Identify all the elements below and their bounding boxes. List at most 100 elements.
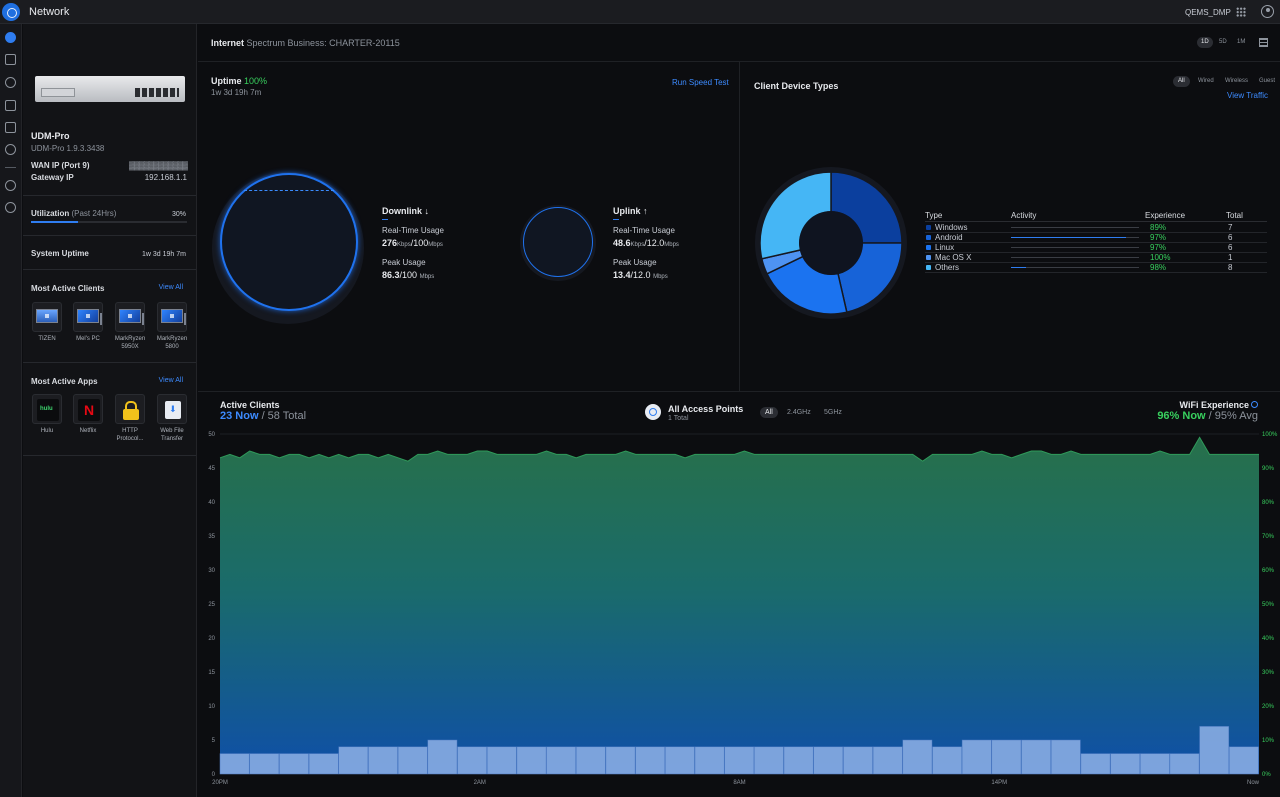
netflix-icon [78,399,100,421]
app-tile-http-protocol[interactable] [115,394,145,424]
active-clients-bar[interactable] [1229,746,1259,775]
filter-guest[interactable]: Guest [1259,78,1276,84]
active-clients-bar[interactable] [279,753,309,775]
y-tick-right: 70% [1262,534,1275,540]
active-clients-bar[interactable] [368,746,398,775]
active-clients-bar[interactable] [991,739,1022,775]
active-clients-bar[interactable] [902,739,933,775]
app-title: Network [29,6,70,18]
statistics-icon[interactable] [5,100,16,111]
app-tile-netflix[interactable] [73,394,103,424]
apps-view-all-link[interactable]: View All [158,377,183,384]
range-1d[interactable]: 1D [1197,37,1213,48]
info-icon[interactable] [1251,401,1258,408]
y-tick-right: 50% [1262,602,1275,608]
active-clients-bar[interactable] [843,746,873,775]
hulu-icon [37,399,59,421]
active-clients-bar[interactable] [546,746,576,775]
active-clients-bar[interactable] [665,746,695,775]
clients-view-all-link[interactable]: View All [158,284,183,291]
insights-icon[interactable] [5,122,16,133]
rail-divider [5,167,16,168]
active-clients-bar[interactable] [754,746,784,775]
uplink-peak-value: 13.4/12.0 Mbps [613,270,668,280]
active-clients-bar[interactable] [308,753,339,775]
activity-bar [1011,257,1139,258]
range-5d[interactable]: 5D [1219,39,1227,45]
active-clients-bar[interactable] [724,746,755,775]
active-clients-bar[interactable] [1169,753,1200,775]
active-clients-bar[interactable] [961,739,992,775]
active-clients-bar[interactable] [813,746,844,775]
app-label: Hulu [40,428,54,434]
active-clients-bar[interactable] [635,746,666,775]
filter-wired[interactable]: Wired [1198,78,1214,84]
app-tile-web-file-transfer[interactable] [157,394,187,424]
activity-bar [1011,267,1139,268]
y-tick-right: 80% [1262,500,1275,506]
user-name[interactable]: QEMS_DMP [1185,8,1231,17]
access-points-selector[interactable]: All Access Points [668,404,744,414]
active-clients-bar[interactable] [486,746,517,775]
run-speed-test-link[interactable]: Run Speed Test [672,78,729,87]
view-traffic-link[interactable]: View Traffic [1227,91,1269,100]
system-uptime-label: System Uptime [31,249,89,258]
active-clients-bar[interactable] [932,746,962,775]
notifications-icon[interactable] [5,180,16,191]
client-tile-markryzen-5950x[interactable] [115,302,145,332]
active-clients-bar[interactable] [694,746,725,775]
y-tick-left: 15 [208,670,215,676]
active-clients-bar[interactable] [397,746,428,775]
active-clients-bar[interactable] [249,753,280,775]
active-clients-bar[interactable] [1140,753,1170,775]
client-tile-tizen[interactable] [32,302,62,332]
active-clients-bar[interactable] [575,746,606,775]
band-all[interactable]: All [760,407,778,418]
active-clients-bar[interactable] [1080,753,1111,775]
active-clients-bar[interactable] [219,753,250,775]
y-tick-left: 10 [208,704,215,710]
filter-wireless[interactable]: Wireless [1225,78,1249,84]
client-tile-markryzen-5800[interactable] [157,302,187,332]
client-type-row-linux[interactable]: Linux 97% 6 [925,243,1267,253]
settings-icon[interactable] [5,202,16,213]
active-clients-bar[interactable] [457,746,487,775]
client-tile-mels-pc[interactable] [73,302,103,332]
active-clients-bar[interactable] [1110,753,1141,775]
band-5ghz[interactable]: 5GHz [824,409,842,416]
active-clients-bar[interactable] [427,739,458,775]
active-clients-bar[interactable] [605,746,636,775]
topology-icon[interactable] [5,54,16,65]
divider [23,195,196,196]
clients-icon[interactable] [5,77,16,88]
app-tile-hulu[interactable] [32,394,62,424]
active-clients-bar[interactable] [872,746,903,775]
security-icon[interactable] [5,144,16,155]
range-1m[interactable]: 1M [1237,39,1246,45]
filter-all[interactable]: All [1173,76,1190,87]
active-clients-bar[interactable] [1050,739,1081,775]
utilization-label: Utilization (Past 24Hrs) [31,209,117,218]
dashboard-icon[interactable] [5,32,16,43]
active-clients-bar[interactable] [783,746,814,775]
app-label: HTTP Protocol... [116,428,144,442]
wan-ip-value: ▓▓▓▓▓▓▓▓▓▓▓▓ [129,161,188,170]
active-clients-bar[interactable] [338,746,369,775]
windows-icon [926,225,931,230]
client-type-row-macos[interactable]: Mac OS X 100% 1 [925,253,1267,263]
active-clients-bar[interactable] [516,746,547,775]
table-view-icon[interactable] [1259,38,1268,47]
band-2-4ghz[interactable]: 2.4GHz [787,409,811,416]
apps-grid-icon[interactable] [1236,7,1246,17]
client-type-row-android[interactable]: Android 97% 6 [925,233,1267,243]
access-point-icon[interactable] [645,404,661,420]
client-type-row-others[interactable]: Others 98% 8 [925,263,1267,273]
unifi-logo-icon[interactable] [2,3,20,21]
active-clients-bar[interactable] [1021,739,1051,775]
uplink-realtime-value: 48.6Kbps/12.0Mbps [613,238,679,248]
active-clients-bar[interactable] [1199,726,1230,775]
user-icon[interactable] [1261,5,1274,18]
col-experience: Experience [1145,211,1186,220]
client-type-row-windows[interactable]: Windows 89% 7 [925,223,1267,233]
downlink-realtime-label: Real-Time Usage [382,226,444,235]
